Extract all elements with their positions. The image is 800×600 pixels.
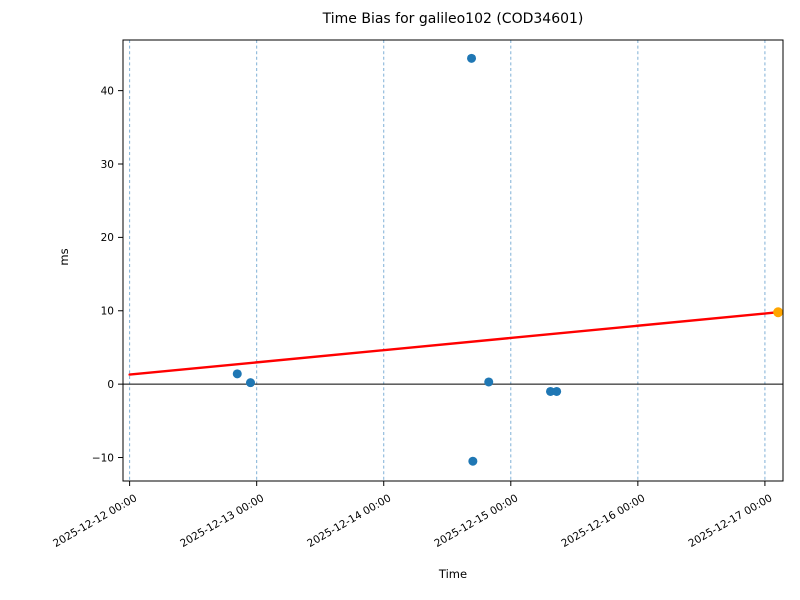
x-tick-label: 2025-12-16 00:00 [559,492,647,550]
bias-point-marker [232,369,242,379]
x-axis-label: Time [438,567,468,581]
trend-line [128,311,780,376]
y-axis-label: ms [57,248,71,266]
bias-point-marker [468,456,478,466]
x-tick-label: 2025-12-14 00:00 [305,492,393,550]
x-tick-label: 2025-12-13 00:00 [178,492,266,550]
x-tick-label: 2025-12-17 00:00 [686,492,774,550]
bias-point-marker [484,377,494,387]
bias-point-marker [467,53,477,63]
y-tick-label: 20 [101,232,114,244]
y-tick-label: 40 [101,85,114,97]
y-tick-label: −10 [92,452,114,464]
chart-title: Time Bias for galileo102 (COD34601) [322,11,584,27]
latest-bias-point-marker [773,307,784,318]
y-tick-label: 0 [107,379,114,391]
bias-point-marker [546,386,555,396]
plot-border [122,39,784,482]
y-tick-label: 30 [101,159,114,171]
x-tick-label: 2025-12-12 00:00 [51,492,139,550]
bias-point-marker [552,386,562,396]
y-tick-label: 10 [101,306,114,318]
x-tick-label: 2025-12-15 00:00 [432,492,520,550]
bias-point-marker [246,378,255,388]
